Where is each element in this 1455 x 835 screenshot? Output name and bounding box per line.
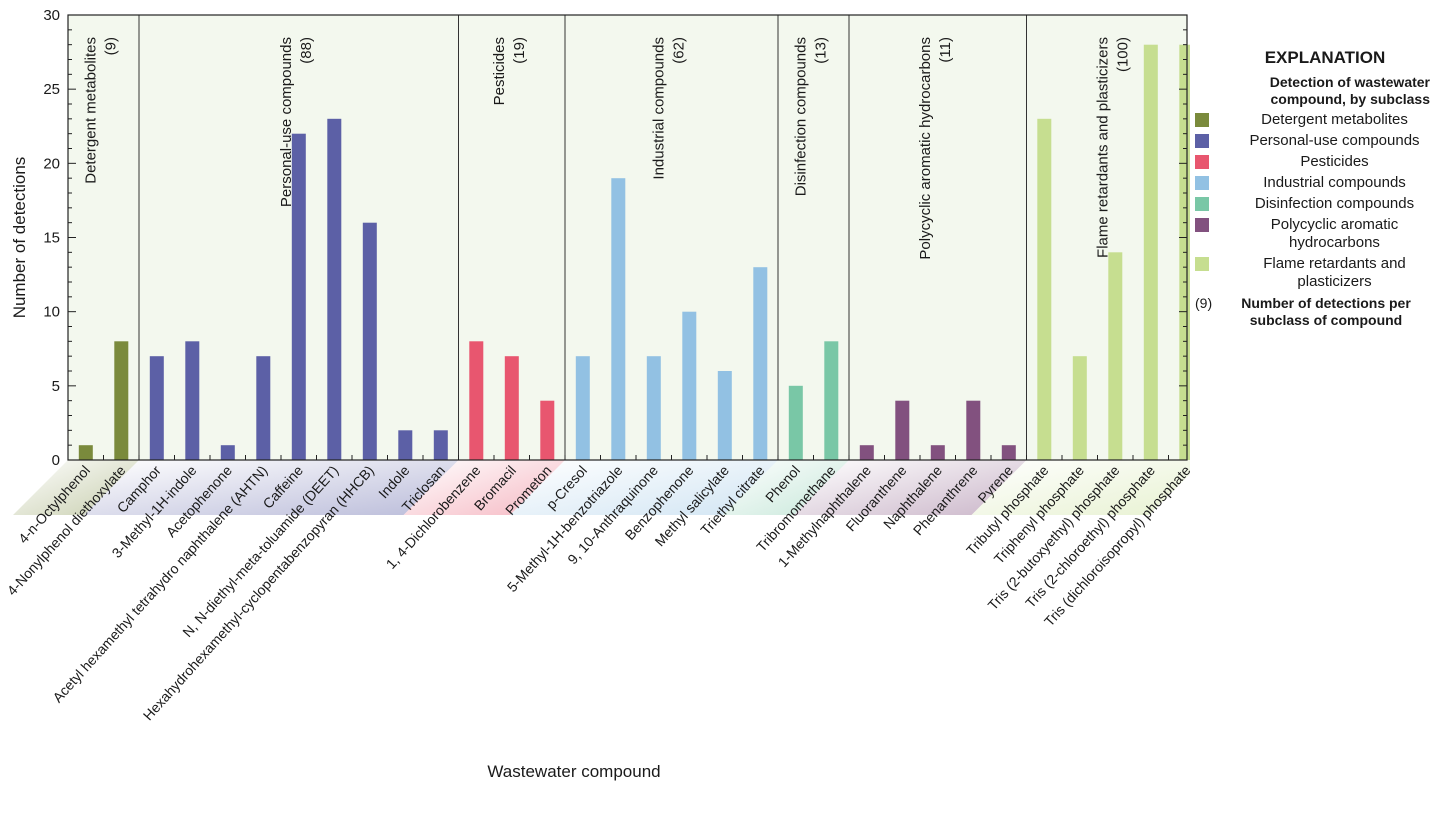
legend-item: Polycyclic aromatic hydrocarbons	[1195, 216, 1450, 252]
y-tick-label: 20	[43, 155, 60, 172]
legend-label: Detergent metabolites	[1237, 111, 1432, 129]
group-title: Disinfection compounds	[793, 37, 810, 196]
legend: EXPLANATION Detection of wastewater comp…	[1195, 48, 1450, 329]
bar	[860, 445, 874, 460]
legend-item: Industrial compounds	[1195, 174, 1450, 192]
legend-swatch	[1195, 197, 1209, 211]
bar	[824, 341, 838, 460]
y-tick-label: 5	[52, 378, 60, 395]
bar	[1108, 252, 1122, 460]
bar	[718, 371, 732, 460]
legend-swatch	[1195, 113, 1209, 127]
group-count: (88)	[298, 37, 315, 64]
bar	[966, 401, 980, 460]
legend-label: Personal-use compounds	[1237, 132, 1432, 150]
group-count: (62)	[671, 37, 688, 64]
bar	[1144, 45, 1158, 460]
bar	[611, 178, 625, 460]
bar	[398, 430, 412, 460]
legend-swatch	[1195, 218, 1209, 232]
y-axis-title: Number of detections	[10, 157, 29, 319]
group-count: (11)	[937, 37, 954, 63]
bar	[753, 267, 767, 460]
bar	[505, 356, 519, 460]
group-count: (19)	[511, 37, 528, 64]
group-title: Detergent metabolites	[83, 37, 100, 184]
legend-item: Disinfection compounds	[1195, 195, 1450, 213]
legend-swatch	[1195, 134, 1209, 148]
group-count: (100)	[1114, 37, 1131, 72]
group-count: (13)	[813, 37, 830, 64]
bar	[1002, 445, 1016, 460]
bar	[895, 401, 909, 460]
legend-swatch	[1195, 257, 1209, 271]
bar	[363, 223, 377, 460]
bar	[327, 119, 341, 460]
bar	[540, 401, 554, 460]
group-title: Personal-use compounds	[278, 37, 295, 207]
bar	[576, 356, 590, 460]
legend-title: EXPLANATION	[1210, 48, 1440, 68]
legend-label: Pesticides	[1237, 153, 1432, 171]
legend-label: Polycyclic aromatic hydrocarbons	[1237, 216, 1432, 252]
plot-background	[68, 15, 1187, 460]
bar	[79, 445, 93, 460]
legend-swatch	[1195, 176, 1209, 190]
bar	[434, 430, 448, 460]
bar	[469, 341, 483, 460]
group-title: Pesticides	[491, 37, 508, 105]
legend-note-symbol: (9)	[1195, 295, 1217, 329]
y-tick-label: 10	[43, 304, 60, 321]
bar	[1037, 119, 1051, 460]
legend-label: Disinfection compounds	[1237, 195, 1432, 213]
legend-swatch	[1195, 155, 1209, 169]
legend-item: Personal-use compounds	[1195, 132, 1450, 150]
y-tick-label: 0	[52, 452, 60, 469]
bar	[185, 341, 199, 460]
legend-subtitle: Detection of wastewater compound, by sub…	[1195, 74, 1430, 108]
legend-label: Flame retardants and plasticizers	[1237, 255, 1432, 291]
legend-note: (9) Number of detections per subclass of…	[1195, 295, 1450, 329]
group-title: Polycyclic aromatic hydrocarbons	[917, 37, 934, 260]
group-title: Industrial compounds	[651, 37, 668, 180]
x-axis-title: Wastewater compound	[487, 762, 660, 781]
group-count: (9)	[103, 37, 120, 55]
legend-item: Pesticides	[1195, 153, 1450, 171]
y-tick-label: 25	[43, 81, 60, 98]
bar	[682, 312, 696, 460]
bar	[1073, 356, 1087, 460]
bar	[221, 445, 235, 460]
y-tick-label: 15	[43, 230, 60, 247]
legend-label: Industrial compounds	[1237, 174, 1432, 192]
bar	[647, 356, 661, 460]
y-tick-label: 30	[43, 7, 60, 24]
legend-items: Detergent metabolites Personal-use compou…	[1195, 111, 1450, 291]
legend-item: Flame retardants and plasticizers	[1195, 255, 1450, 291]
bar	[789, 386, 803, 460]
legend-note-text: Number of detections per subclass of com…	[1221, 295, 1431, 329]
bar	[150, 356, 164, 460]
bar	[114, 341, 128, 460]
legend-item: Detergent metabolites	[1195, 111, 1450, 129]
bar	[256, 356, 270, 460]
bar	[931, 445, 945, 460]
group-title: Flame retardants and plasticizers	[1094, 37, 1111, 258]
